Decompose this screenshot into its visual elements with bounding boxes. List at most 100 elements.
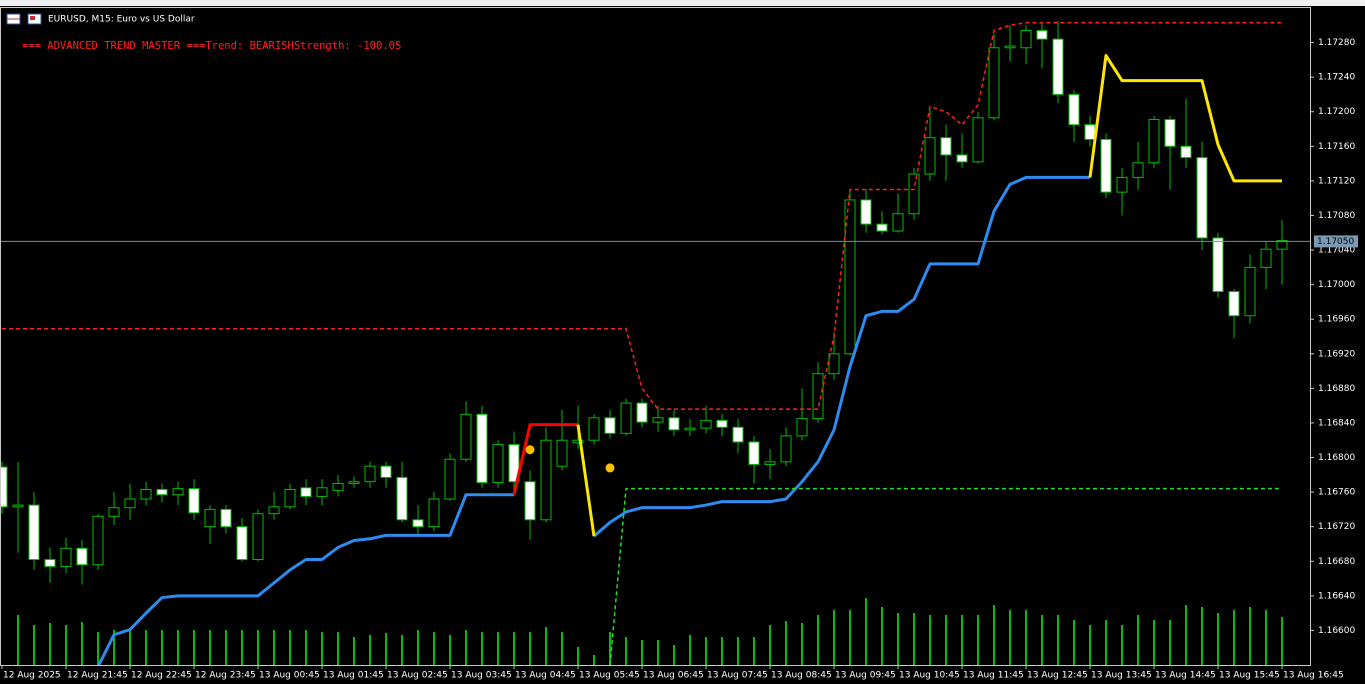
x-tick-label: 13 Aug 10:45 [899,671,960,681]
candle-body [1212,237,1224,293]
y-tick-label: 1.16960 [1318,315,1355,325]
y-tick-label: 1.17080 [1318,211,1355,221]
x-tick-label: 13 Aug 09:45 [835,671,896,681]
candle-body [556,439,568,467]
candle-body [444,458,456,500]
y-tick-label: 1.17000 [1318,280,1355,290]
candle-body [1068,93,1080,126]
candle-body [892,213,904,232]
x-tick-label: 12 Aug 2025 [3,671,61,681]
candle-body [684,427,696,431]
x-tick-label: 12 Aug 23:45 [195,671,256,681]
candle-body [236,526,248,561]
candle-body [1020,29,1032,49]
indicator-line [97,175,1090,665]
y-tick-label: 1.16840 [1318,418,1355,428]
indicator-line [2,21,1282,410]
candle-body [764,461,776,465]
candle-body [76,547,88,566]
signal-dot [605,463,615,473]
x-tick-label: 13 Aug 08:45 [771,671,832,681]
candle-body [1052,38,1064,95]
y-tick-label: 1.17120 [1318,176,1355,186]
symbol-icon [6,13,42,25]
y-tick-label: 1.17160 [1318,142,1355,152]
candle-body [156,489,168,496]
candle-body [12,504,24,508]
candle-body [812,373,824,420]
candle-body [1260,248,1272,268]
y-tick-label: 1.17280 [1318,38,1355,48]
candle-body [92,515,104,566]
candle-body [716,419,728,428]
x-tick-label: 12 Aug 21:45 [67,671,128,681]
indicator-line [512,423,578,496]
candle-body [380,465,392,478]
y-tick-label: 1.17240 [1318,73,1355,83]
current-price-label: 1.17050 [1317,237,1354,247]
current-price-box [1314,235,1358,248]
candle-body [60,547,72,567]
candle-body [1228,291,1240,317]
candle-body [188,488,200,514]
candle-body [1,466,8,508]
overlay-layer [1,21,1310,665]
x-tick-label: 13 Aug 14:45 [1155,671,1216,681]
candle-body [508,444,520,483]
candle-body [972,117,984,163]
candle-body [284,489,296,508]
candle-body [300,487,312,497]
candle-body [524,481,536,521]
candle-body [796,418,808,437]
candle-body [1084,124,1096,140]
candle-body [668,417,680,431]
candle-body [876,223,888,232]
candle-body [28,504,40,561]
candle-body [700,419,712,429]
candle-body [572,439,584,444]
candle-body [316,487,328,497]
candle-body [476,413,488,484]
candle-body [44,559,56,567]
axis-layer: 1.17280 1.17240 1.17200 1.17160 1.17120 1.170… [1,38,1358,681]
candle-body [1100,138,1112,193]
x-tick-label: 13 Aug 16:45 [1283,671,1344,681]
candle-body [1276,240,1288,250]
x-tick-label: 13 Aug 01:45 [323,671,384,681]
indicator-line [609,487,1282,665]
y-tick-label: 1.16920 [1318,349,1355,359]
candle-body [124,498,136,509]
plot-frame [0,7,1311,666]
x-tick-label: 13 Aug 15:45 [1219,671,1280,681]
candle-body [636,402,648,423]
candle-body [332,482,344,491]
indicator-annotation: === ADVANCED TREND MASTER ===Trend: BEAR… [22,40,401,52]
candle-body [268,506,280,515]
candle-body [460,413,472,460]
candle-body [924,137,936,175]
y-tick-label: 1.16720 [1318,522,1355,532]
x-tick-label: 13 Aug 02:45 [387,671,448,681]
candle-body [732,426,744,443]
candle-body [844,199,856,355]
x-tick-label: 13 Aug 07:45 [707,671,768,681]
candle-body [780,435,792,463]
candle-body [1148,119,1160,164]
candle-body [172,488,184,496]
candle-body [204,508,216,528]
x-tick-label: 13 Aug 06:45 [643,671,704,681]
x-tick-label: 13 Aug 12:45 [1027,671,1088,681]
candle-body [1196,157,1208,239]
candle-body [908,173,920,215]
candle-body [1164,119,1176,147]
candle-body [492,444,504,484]
y-tick-label: 1.16640 [1318,591,1355,601]
x-tick-label: 13 Aug 03:45 [451,671,512,681]
y-tick-label: 1.16800 [1318,453,1355,463]
candle-body [1132,162,1144,178]
candle-body [1036,29,1048,40]
candle-body [428,498,440,528]
x-tick-label: 13 Aug 13:45 [1091,671,1152,681]
